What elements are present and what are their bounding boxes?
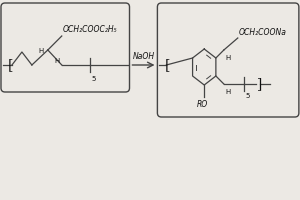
Text: OCH₂COONa: OCH₂COONa: [239, 28, 287, 37]
Text: H: H: [226, 55, 231, 61]
Text: H: H: [55, 58, 60, 64]
Text: 5: 5: [246, 93, 250, 99]
Text: NaOH: NaOH: [132, 52, 154, 61]
Text: [: [: [165, 58, 170, 72]
Text: H: H: [226, 89, 231, 95]
Text: H: H: [39, 48, 44, 54]
Text: 5: 5: [92, 76, 96, 82]
Text: OCH₂COOC₂H₅: OCH₂COOC₂H₅: [63, 25, 117, 34]
Text: [: [: [7, 58, 13, 72]
Text: ]: ]: [257, 77, 262, 91]
Text: RO: RO: [196, 100, 208, 109]
